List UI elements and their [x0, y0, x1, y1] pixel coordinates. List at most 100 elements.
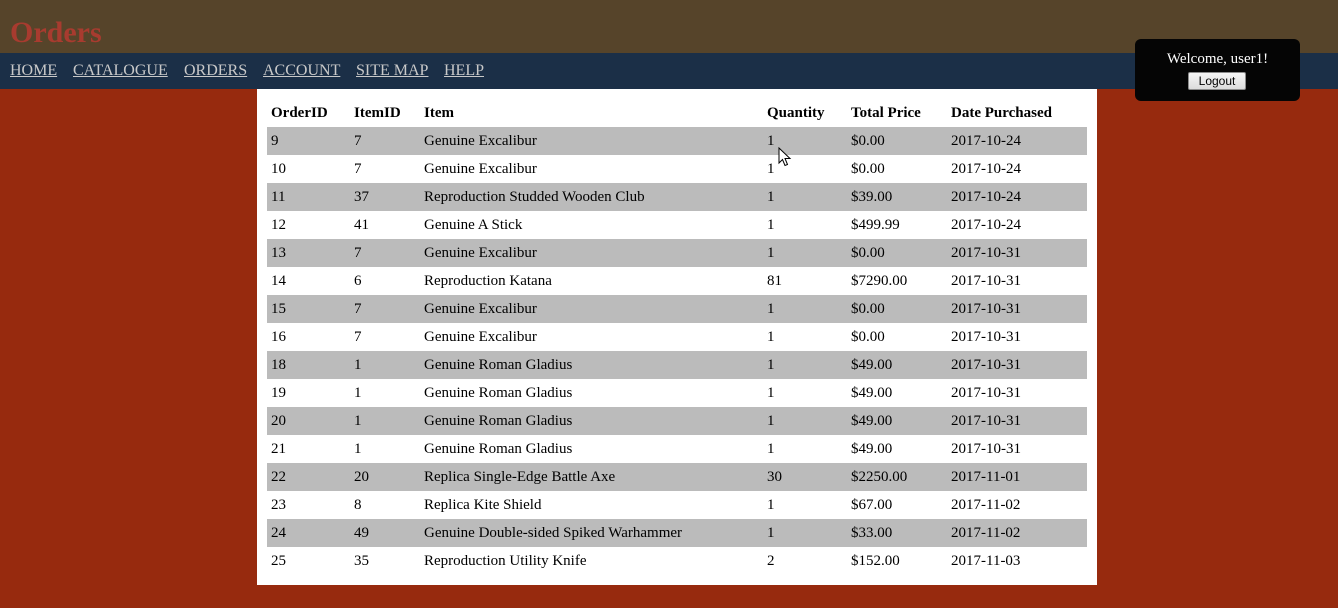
cell-itemid: 8 [354, 496, 362, 513]
table-row: 11 37 Reproduction Studded Wooden Club 1 $39… [267, 183, 1087, 211]
cell-itemid: 7 [354, 328, 362, 345]
cell-date-purchased: 2017-10-24 [951, 160, 1021, 177]
cell-total-price: $499.99 [851, 216, 900, 233]
table-row: 12 41 Genuine A Stick 1 $499.99 2017-10-24 [267, 211, 1087, 239]
cell-orderid: 16 [271, 328, 286, 345]
table-row: 22 20 Replica Single-Edge Battle Axe 30 $225… [267, 463, 1087, 491]
cell-quantity: 1 [767, 524, 775, 541]
cell-total-price: $33.00 [851, 524, 893, 541]
table-row: 15 7 Genuine Excalibur 1 $0.00 2017-10-31 [267, 295, 1087, 323]
cell-item: Reproduction Studded Wooden Club [424, 188, 645, 205]
cell-item: Reproduction Katana [424, 272, 552, 289]
cell-orderid: 25 [271, 552, 286, 569]
cell-item: Replica Kite Shield [424, 496, 542, 513]
cell-itemid: 6 [354, 272, 362, 289]
cell-item: Genuine Excalibur [424, 132, 537, 149]
table-row: 13 7 Genuine Excalibur 1 $0.00 2017-10-31 [267, 239, 1087, 267]
cell-quantity: 81 [767, 272, 782, 289]
cell-total-price: $7290.00 [851, 272, 908, 289]
cell-item: Genuine Roman Gladius [424, 412, 573, 429]
cell-item: Genuine Excalibur [424, 244, 537, 261]
cell-item: Genuine Double-sided Spiked Warhammer [424, 524, 683, 541]
cell-itemid: 7 [354, 160, 362, 177]
cell-quantity: 1 [767, 216, 775, 233]
cell-orderid: 18 [271, 356, 286, 373]
cell-quantity: 30 [767, 468, 782, 485]
cell-date-purchased: 2017-10-24 [951, 188, 1021, 205]
site-header: Orders [0, 0, 1338, 53]
table-row: 18 1 Genuine Roman Gladius 1 $49.00 2017-10-3… [267, 351, 1087, 379]
cell-quantity: 2 [767, 552, 775, 569]
table-row: 16 7 Genuine Excalibur 1 $0.00 2017-10-31 [267, 323, 1087, 351]
cell-item: Genuine A Stick [424, 216, 523, 233]
cell-itemid: 1 [354, 384, 362, 401]
logout-button[interactable]: Logout [1188, 72, 1246, 90]
cell-quantity: 1 [767, 188, 775, 205]
cell-total-price: $152.00 [851, 552, 900, 569]
cell-total-price: $0.00 [851, 328, 885, 345]
column-header-total-price: Total Price [851, 105, 921, 121]
cell-item: Genuine Excalibur [424, 300, 537, 317]
cell-itemid: 41 [354, 216, 369, 233]
cell-total-price: $0.00 [851, 160, 885, 177]
cell-total-price: $49.00 [851, 384, 893, 401]
table-row: 14 6 Reproduction Katana 81 $7290.00 2017-10-… [267, 267, 1087, 295]
nav-home-link[interactable]: HOME [10, 62, 58, 79]
table-row: 24 49 Genuine Double-sided Spiked Warhamme… [267, 519, 1087, 547]
cell-itemid: 7 [354, 132, 362, 149]
cell-quantity: 1 [767, 328, 775, 345]
table-row: 19 1 Genuine Roman Gladius 1 $49.00 2017-10-3… [267, 379, 1087, 407]
cell-date-purchased: 2017-11-01 [951, 468, 1021, 485]
cell-itemid: 7 [354, 300, 362, 317]
nav-help-link[interactable]: HELP [444, 62, 484, 79]
page-title: Orders [10, 16, 102, 49]
nav-catalogue-link[interactable]: CATALOGUE [73, 62, 168, 79]
cell-total-price: $39.00 [851, 188, 893, 205]
cell-date-purchased: 2017-10-31 [951, 356, 1021, 373]
cell-date-purchased: 2017-10-31 [951, 328, 1021, 345]
cell-date-purchased: 2017-11-02 [951, 496, 1021, 513]
nav-account-link[interactable]: ACCOUNT [263, 62, 341, 79]
cell-date-purchased: 2017-11-03 [951, 552, 1021, 569]
cell-itemid: 1 [354, 356, 362, 373]
cell-quantity: 1 [767, 300, 775, 317]
cell-item: Genuine Excalibur [424, 160, 537, 177]
cell-itemid: 1 [354, 440, 362, 457]
column-header-itemid: ItemID [354, 105, 401, 121]
table-row: 21 1 Genuine Roman Gladius 1 $49.00 2017-10-3… [267, 435, 1087, 463]
cell-orderid: 22 [271, 468, 286, 485]
column-header-item: Item [424, 105, 454, 121]
cell-quantity: 1 [767, 440, 775, 457]
cell-orderid: 23 [271, 496, 286, 513]
table-row: 10 7 Genuine Excalibur 1 $0.00 2017-10-24 [267, 155, 1087, 183]
cell-date-purchased: 2017-10-24 [951, 132, 1021, 149]
cell-orderid: 12 [271, 216, 286, 233]
cell-total-price: $49.00 [851, 440, 893, 457]
cell-total-price: $67.00 [851, 496, 893, 513]
cell-orderid: 13 [271, 244, 286, 261]
orders-table-body: 9 7 Genuine Excalibur 1 $0.00 2017-10-24 10 7 Ge… [267, 127, 1087, 575]
cell-orderid: 15 [271, 300, 286, 317]
cell-total-price: $0.00 [851, 300, 885, 317]
column-header-orderid: OrderID [271, 105, 328, 121]
cell-item: Genuine Excalibur [424, 328, 537, 345]
cell-itemid: 35 [354, 552, 369, 569]
cell-orderid: 11 [271, 188, 286, 205]
cell-total-price: $49.00 [851, 412, 893, 429]
cell-date-purchased: 2017-11-02 [951, 524, 1021, 541]
user-welcome-panel: Welcome, user1! Logout [1135, 39, 1300, 101]
cell-total-price: $0.00 [851, 244, 885, 261]
table-row: 23 8 Replica Kite Shield 1 $67.00 2017-11-02 [267, 491, 1087, 519]
nav-orders-link[interactable]: ORDERS [184, 62, 248, 79]
table-row: 20 1 Genuine Roman Gladius 1 $49.00 2017-10-3… [267, 407, 1087, 435]
table-header-row: OrderID ItemID Item Quantity Total Price… [267, 100, 1087, 127]
mouse-pointer-icon [778, 147, 792, 167]
cell-quantity: 1 [767, 496, 775, 513]
cell-itemid: 20 [354, 468, 369, 485]
cell-date-purchased: 2017-10-31 [951, 244, 1021, 261]
cell-total-price: $0.00 [851, 132, 885, 149]
cell-orderid: 9 [271, 132, 279, 149]
cell-orderid: 14 [271, 272, 286, 289]
cell-orderid: 24 [271, 524, 286, 541]
nav-sitemap-link[interactable]: SITE MAP [356, 62, 429, 79]
